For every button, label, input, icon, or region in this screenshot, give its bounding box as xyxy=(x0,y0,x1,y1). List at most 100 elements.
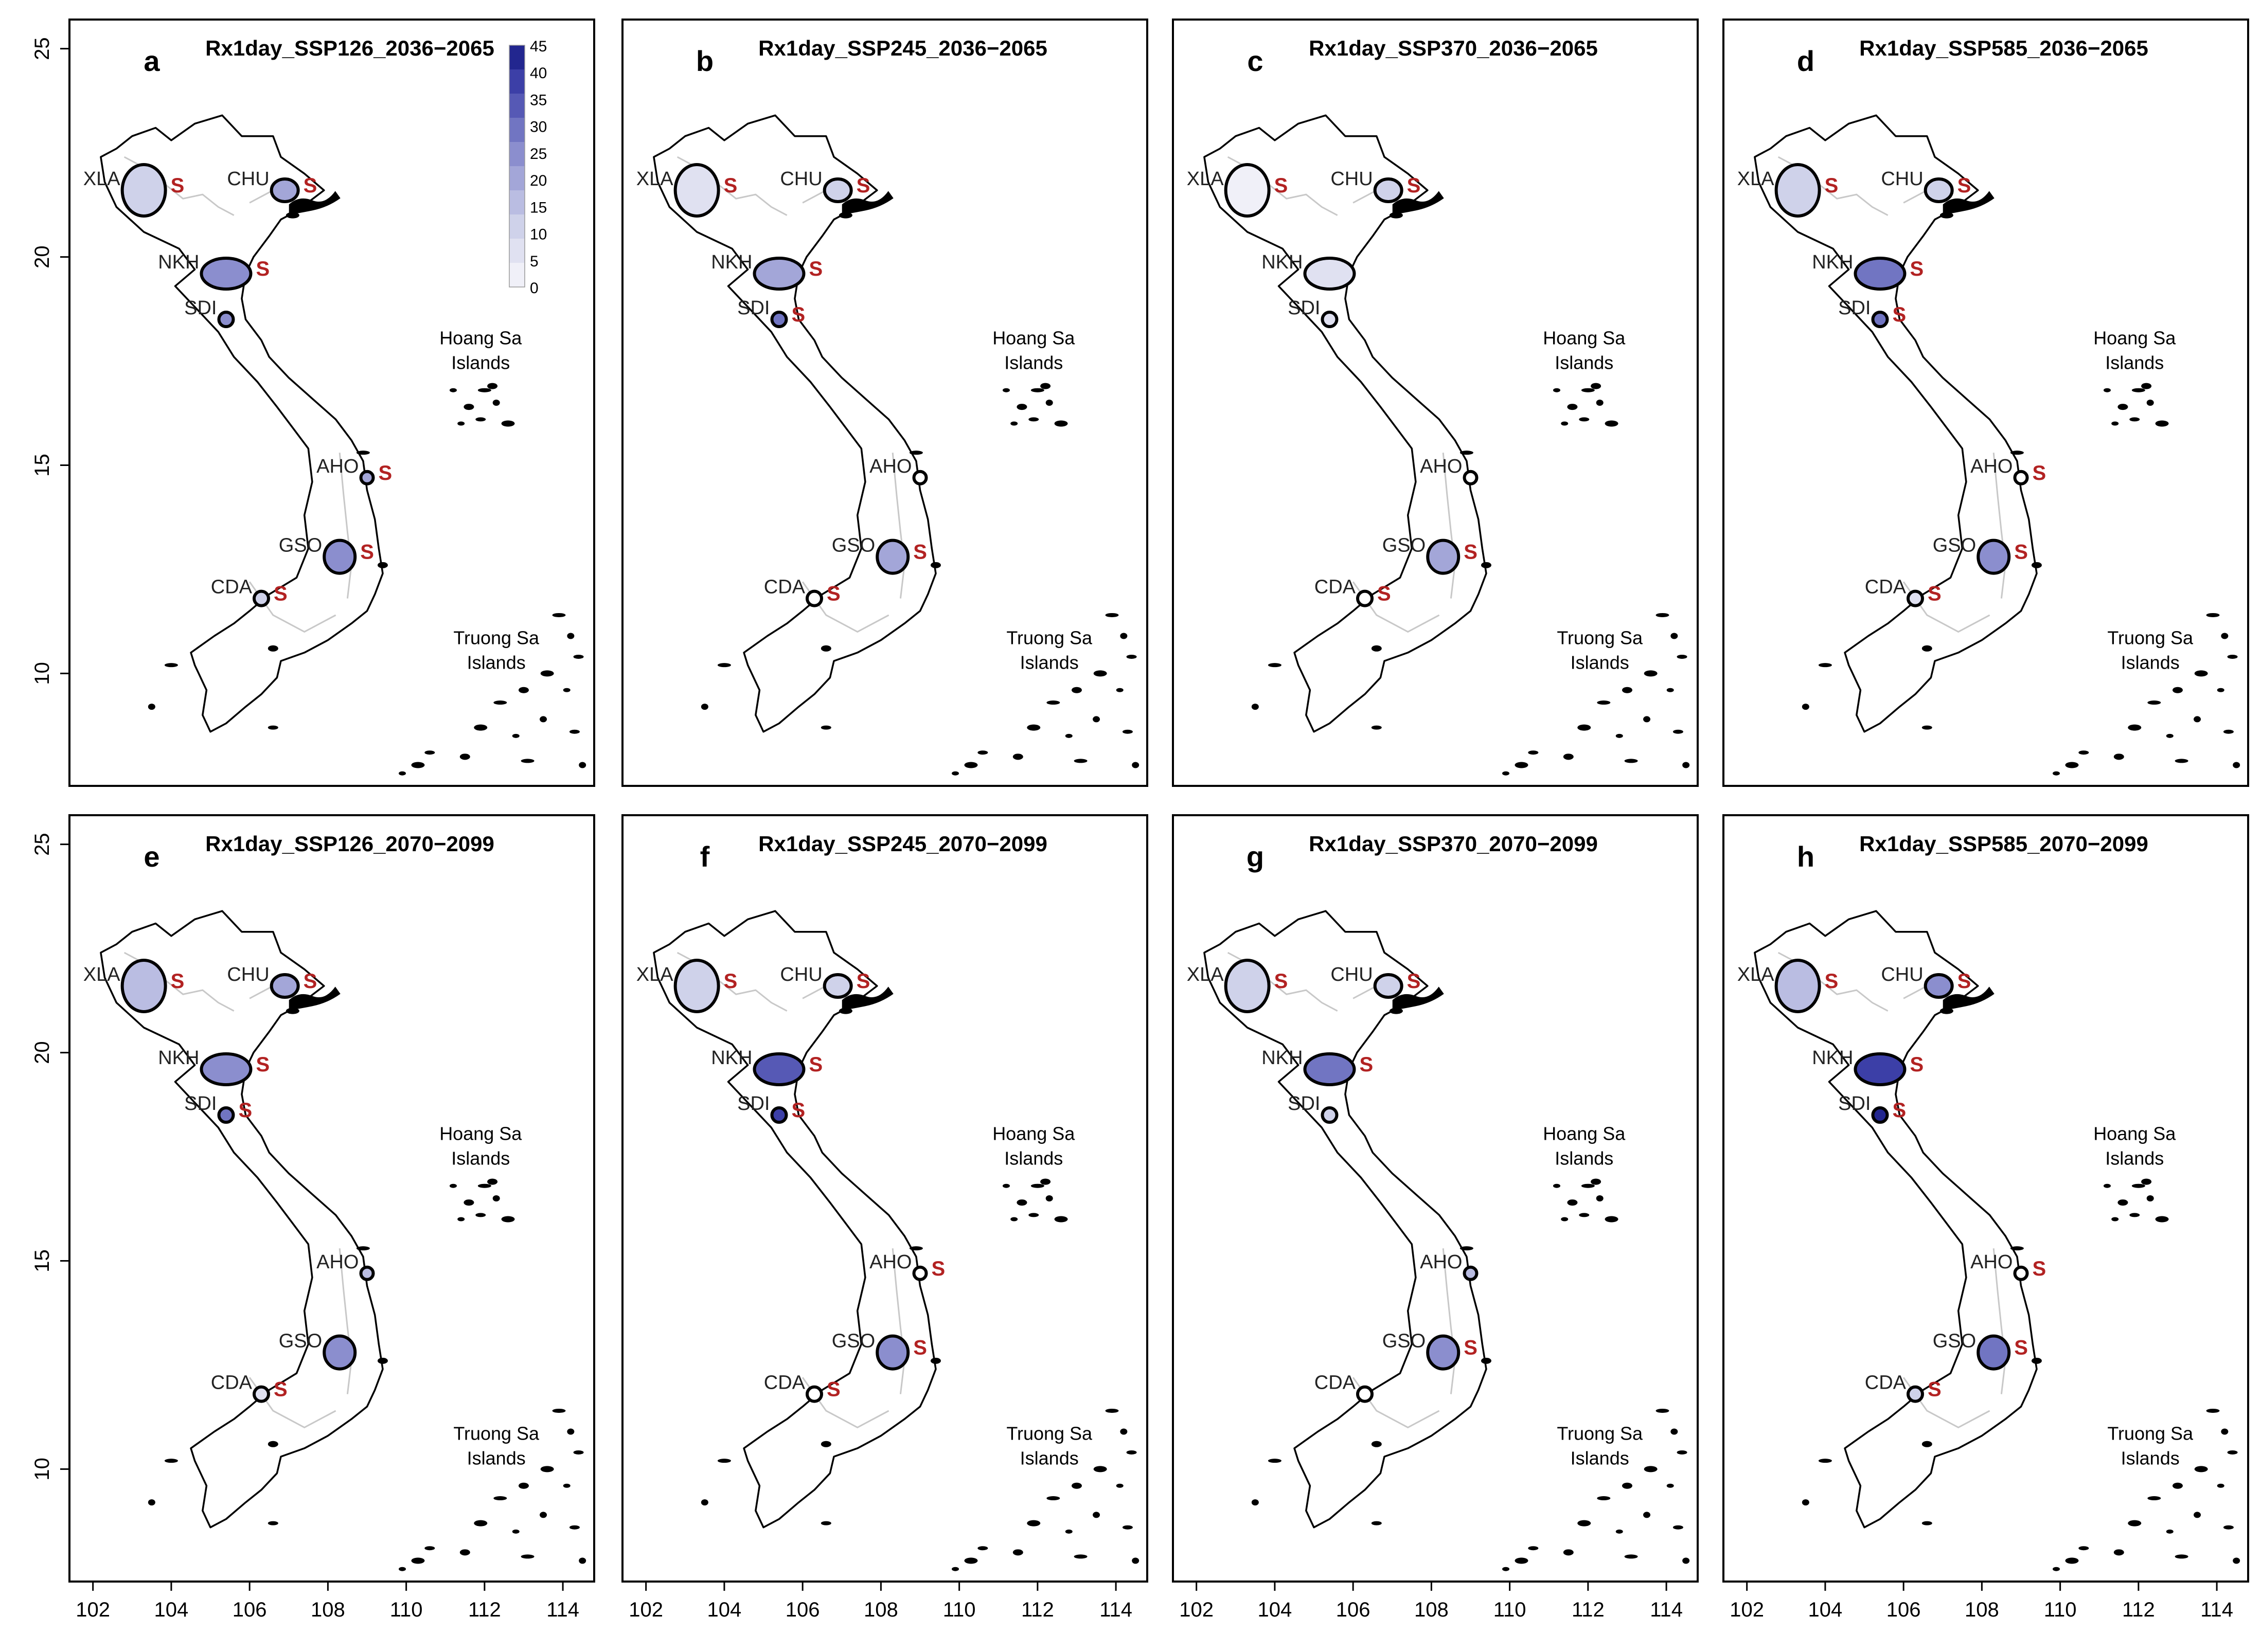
station-label: GSO xyxy=(1382,535,1426,556)
island-mark xyxy=(1615,1529,1623,1534)
island-mark xyxy=(2141,383,2152,389)
vietnam-coastline xyxy=(100,910,384,1529)
island-mark xyxy=(540,670,554,677)
island-mark xyxy=(449,388,457,392)
island-mark xyxy=(1481,1357,1491,1364)
station-label: SDI xyxy=(1288,1093,1320,1115)
island-mark xyxy=(1666,1483,1674,1488)
station-label: XLA xyxy=(1737,964,1774,985)
truong-sa-label: Islands xyxy=(2121,1448,2180,1469)
station-label: AHO xyxy=(1420,456,1462,477)
basin-xla xyxy=(1224,959,1271,1014)
island-mark xyxy=(2223,729,2234,734)
island-mark xyxy=(2227,654,2238,659)
hoang-sa-label: Hoang Sa xyxy=(1543,328,1626,349)
truong-sa-label: Truong Sa xyxy=(1557,1423,1643,1444)
legend-tick-label: 10 xyxy=(530,226,547,243)
island-mark xyxy=(573,1450,584,1455)
truong-sa-label: Islands xyxy=(467,1448,526,1469)
hoang-sa-label: Islands xyxy=(2105,352,2164,373)
halong-islands xyxy=(1943,191,1995,215)
island-mark xyxy=(1959,201,1966,205)
y-tick-label: 15 xyxy=(31,1249,54,1272)
island-mark xyxy=(286,212,299,219)
significance-marker: S xyxy=(360,541,374,564)
island-mark xyxy=(1120,633,1128,639)
basin-xla xyxy=(1774,959,1821,1014)
truong-sa-label: Islands xyxy=(1571,652,1629,673)
island-mark xyxy=(909,451,923,455)
island-mark xyxy=(2194,1512,2201,1518)
halong-islands xyxy=(842,986,894,1011)
hoang-sa-label: Islands xyxy=(1555,352,1613,373)
island-mark xyxy=(1939,212,1953,219)
station-label: AHO xyxy=(1970,456,2013,477)
x-tick-label: 112 xyxy=(2122,1599,2155,1621)
island-mark xyxy=(1677,654,1687,659)
significance-marker: S xyxy=(1892,303,1906,326)
island-mark xyxy=(1371,645,1382,652)
station-label: CDA xyxy=(1865,577,1907,598)
significance-marker: S xyxy=(2033,1258,2046,1280)
significance-marker: S xyxy=(274,1378,288,1401)
significance-marker: S xyxy=(304,174,317,197)
island-mark xyxy=(2217,1483,2224,1488)
island-mark xyxy=(2117,404,2128,410)
basin-cda xyxy=(1906,1385,1924,1403)
island-mark xyxy=(268,725,278,730)
significance-marker: S xyxy=(2033,462,2046,484)
island-mark xyxy=(2065,762,2079,768)
significance-marker: S xyxy=(724,970,738,993)
island-mark xyxy=(1408,201,1416,205)
island-mark xyxy=(2217,688,2224,692)
significance-marker: S xyxy=(238,1099,252,1122)
legend-tick-label: 30 xyxy=(530,119,547,136)
island-mark xyxy=(1126,1450,1137,1455)
hoang-sa-label: Islands xyxy=(1004,1148,1063,1169)
legend-tick-label: 40 xyxy=(530,65,547,82)
island-mark xyxy=(567,1428,575,1435)
island-mark xyxy=(286,1008,299,1014)
island-mark xyxy=(2175,759,2188,763)
island-mark xyxy=(424,750,435,755)
significance-marker: S xyxy=(857,174,870,197)
x-tick-label: 104 xyxy=(1808,1599,1843,1621)
island-mark xyxy=(1643,1512,1651,1518)
island-mark xyxy=(1597,1496,1611,1501)
station-label: XLA xyxy=(1187,168,1224,190)
island-mark xyxy=(1045,1195,1053,1201)
panel-letter: d xyxy=(1797,45,1814,77)
basin-sdi xyxy=(1321,1106,1339,1124)
island-mark xyxy=(487,1178,498,1185)
significance-marker: S xyxy=(1274,970,1288,993)
significance-marker: S xyxy=(1910,1053,1924,1076)
island-mark xyxy=(1116,1483,1124,1488)
panel-letter: e xyxy=(144,840,159,873)
island-mark xyxy=(1132,1557,1140,1564)
station-label: XLA xyxy=(83,168,120,190)
island-mark xyxy=(164,663,178,668)
island-mark xyxy=(1515,1557,1528,1564)
legend-swatch xyxy=(509,263,525,287)
basin-gso xyxy=(1977,538,2011,575)
x-tick-label: 108 xyxy=(1414,1599,1449,1621)
significance-marker: S xyxy=(1464,1337,1477,1359)
island-mark xyxy=(1553,388,1560,392)
basin-xla xyxy=(1224,163,1271,218)
legend-swatch xyxy=(509,142,525,166)
panel-title: Rx1day_SSP585_2070−2099 xyxy=(1859,832,2148,856)
y-tick-label: 15 xyxy=(31,454,54,477)
island-mark xyxy=(1093,1512,1100,1518)
island-mark xyxy=(2206,613,2220,617)
island-mark xyxy=(573,654,584,659)
legend-tick-label: 20 xyxy=(530,172,547,189)
island-mark xyxy=(1655,613,1669,617)
island-mark xyxy=(1010,421,1018,426)
island-mark xyxy=(821,645,831,652)
station-label: CHU xyxy=(780,168,822,190)
x-tick-label: 106 xyxy=(233,1599,267,1621)
island-mark xyxy=(1921,725,1932,730)
x-tick-label: 112 xyxy=(1021,1599,1054,1621)
island-mark xyxy=(377,562,388,568)
